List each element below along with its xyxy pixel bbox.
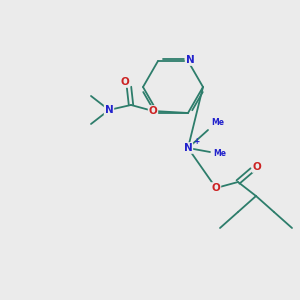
Text: Me: Me [213, 149, 226, 158]
Text: O: O [148, 106, 158, 116]
Text: N: N [186, 55, 194, 65]
Text: N: N [105, 105, 113, 115]
Text: N: N [184, 143, 192, 153]
Text: O: O [253, 162, 261, 172]
Text: +: + [193, 137, 199, 146]
Text: Me: Me [211, 118, 224, 127]
Text: O: O [121, 77, 129, 87]
Text: O: O [212, 183, 220, 193]
